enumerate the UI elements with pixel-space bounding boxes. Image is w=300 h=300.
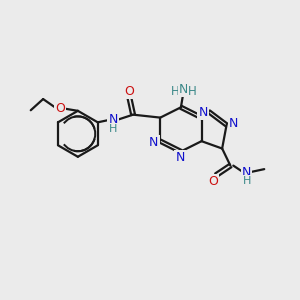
Text: H: H	[188, 85, 197, 98]
Text: N: N	[149, 136, 158, 149]
Text: N: N	[229, 117, 238, 130]
Text: H: H	[242, 176, 251, 186]
Text: O: O	[124, 85, 134, 98]
Text: H: H	[109, 124, 117, 134]
Text: N: N	[242, 166, 251, 178]
Text: N: N	[108, 113, 118, 127]
Text: N: N	[179, 83, 188, 96]
Text: O: O	[208, 175, 218, 188]
Text: H: H	[171, 85, 179, 98]
Text: N: N	[198, 106, 208, 119]
Text: N: N	[175, 152, 185, 164]
Text: O: O	[55, 102, 65, 115]
